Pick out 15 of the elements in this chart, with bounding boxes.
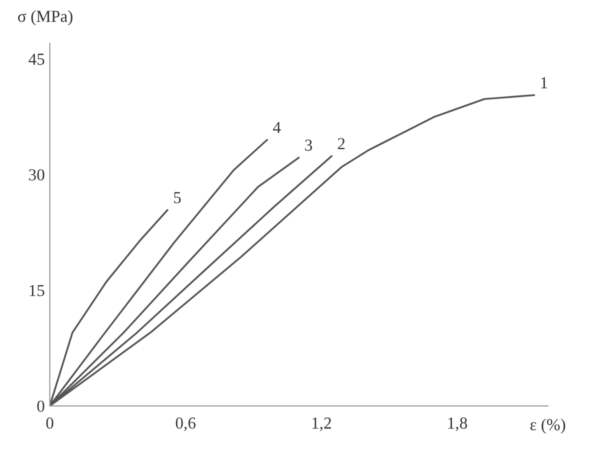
- y-tick-label: 15: [30, 285, 44, 296]
- x-tick-label: 1,8: [448, 417, 468, 432]
- series-label: 3: [305, 140, 312, 151]
- x-axis-title: ε (%): [530, 418, 566, 434]
- x-tick-label: 0: [46, 417, 54, 429]
- y-tick-label: 30: [29, 169, 44, 181]
- series-label: 2: [338, 138, 345, 150]
- series-label: 5: [174, 192, 181, 204]
- y-axis-title: σ (MPa): [18, 10, 72, 26]
- series-label: 4: [272, 122, 281, 133]
- y-tick-label: 0: [37, 400, 44, 412]
- x-tick-label: 1,2: [312, 418, 331, 432]
- y-tick-label: 45: [28, 54, 44, 65]
- x-tick-label: 0,6: [176, 417, 196, 432]
- series-label: 1: [541, 77, 548, 88]
